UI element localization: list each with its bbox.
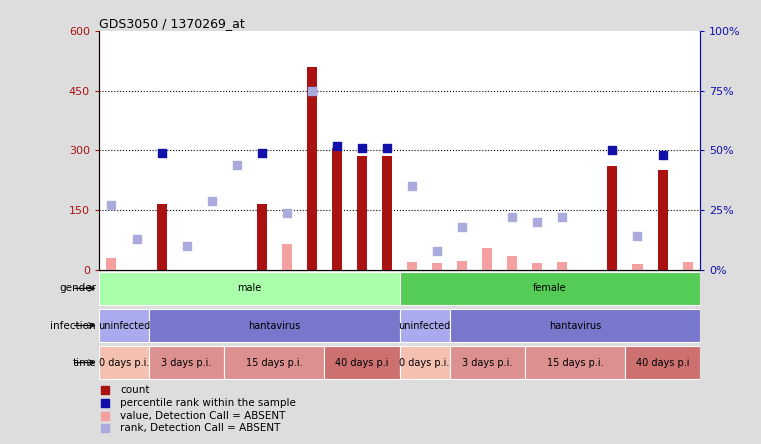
Text: count: count — [120, 385, 149, 395]
Bar — [400, 272, 700, 305]
Text: time: time — [72, 357, 96, 368]
Bar — [99, 272, 400, 305]
Bar — [357, 156, 367, 270]
Bar — [107, 258, 116, 270]
Bar — [508, 256, 517, 270]
Bar — [557, 262, 568, 270]
Point — [281, 209, 293, 216]
Point — [506, 214, 518, 221]
Bar — [307, 67, 317, 270]
Bar — [99, 346, 149, 379]
Text: 15 days p.i.: 15 days p.i. — [546, 357, 603, 368]
Bar — [532, 263, 543, 270]
Point — [456, 223, 468, 230]
Point — [306, 87, 318, 94]
Bar — [332, 148, 342, 270]
Point — [531, 218, 543, 226]
Text: value, Detection Call = ABSENT: value, Detection Call = ABSENT — [120, 411, 285, 420]
Text: GDS3050 / 1370269_at: GDS3050 / 1370269_at — [99, 17, 245, 30]
Bar — [450, 309, 700, 342]
Bar — [256, 204, 267, 270]
Point — [331, 142, 343, 149]
Bar — [282, 244, 291, 270]
Point — [632, 233, 644, 240]
Point — [657, 152, 669, 159]
Point — [356, 144, 368, 151]
Bar — [324, 346, 400, 379]
Point — [556, 214, 568, 221]
Point — [607, 147, 619, 154]
Bar — [407, 262, 417, 270]
Point — [180, 242, 193, 250]
Bar — [457, 261, 467, 270]
Text: percentile rank within the sample: percentile rank within the sample — [120, 398, 296, 408]
Bar — [632, 264, 642, 270]
Bar — [482, 248, 492, 270]
Point — [381, 144, 393, 151]
Bar — [658, 170, 667, 270]
Point — [231, 161, 243, 168]
Bar — [382, 156, 392, 270]
Bar — [625, 346, 700, 379]
Point — [448, 306, 460, 313]
Bar — [400, 309, 450, 342]
Point — [431, 247, 443, 254]
Point — [406, 182, 418, 190]
Bar — [607, 166, 617, 270]
Point — [306, 87, 318, 94]
Point — [105, 202, 117, 209]
Bar — [432, 263, 442, 270]
Text: gender: gender — [59, 283, 96, 293]
Point — [130, 235, 142, 242]
Bar — [400, 346, 450, 379]
Point — [155, 149, 167, 156]
Text: rank, Detection Call = ABSENT: rank, Detection Call = ABSENT — [120, 424, 280, 433]
Text: 0 days p.i.: 0 days p.i. — [400, 357, 450, 368]
Text: male: male — [237, 283, 261, 293]
Text: hantavirus: hantavirus — [248, 321, 301, 330]
Bar — [224, 346, 324, 379]
Text: hantavirus: hantavirus — [549, 321, 601, 330]
Bar — [683, 262, 693, 270]
Bar — [157, 204, 167, 270]
Text: 40 days p.i: 40 days p.i — [635, 357, 689, 368]
Text: uninfected: uninfected — [399, 321, 451, 330]
Bar — [149, 309, 400, 342]
Point — [205, 197, 218, 204]
Text: infection: infection — [50, 321, 96, 330]
Point — [448, 189, 460, 196]
Text: 0 days p.i.: 0 days p.i. — [99, 357, 149, 368]
Text: 3 days p.i.: 3 days p.i. — [161, 357, 212, 368]
Text: uninfected: uninfected — [98, 321, 150, 330]
Point — [256, 149, 268, 156]
Bar — [99, 309, 149, 342]
Bar — [450, 346, 525, 379]
Text: 40 days p.i: 40 days p.i — [335, 357, 389, 368]
Bar — [525, 346, 625, 379]
Text: 15 days p.i.: 15 days p.i. — [246, 357, 303, 368]
Bar — [149, 346, 224, 379]
Point — [448, 73, 460, 80]
Text: female: female — [533, 283, 567, 293]
Text: 3 days p.i.: 3 days p.i. — [462, 357, 512, 368]
